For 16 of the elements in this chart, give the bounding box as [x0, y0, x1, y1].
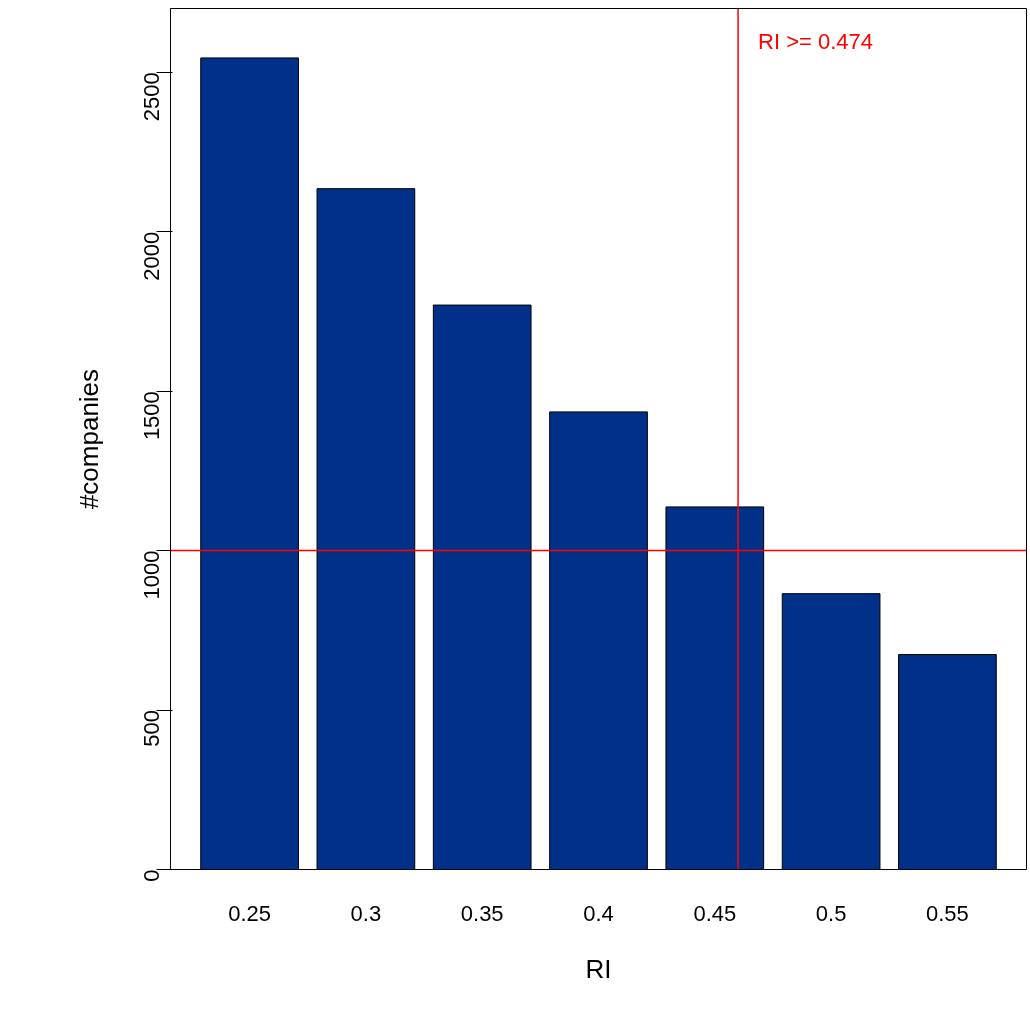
- x-tick-label: 0.55: [926, 900, 969, 926]
- y-tick-label: 2000: [139, 231, 164, 281]
- y-tick-label: 2500: [139, 72, 164, 122]
- x-axis-title: RI: [585, 953, 612, 984]
- x-tick-label: 0.5: [815, 900, 847, 926]
- x-tick-label: 0.45: [693, 900, 737, 926]
- y-tick-label: 500: [139, 710, 164, 747]
- y-tick-label: 1000: [139, 550, 164, 600]
- y-tick-label: 1500: [139, 391, 164, 441]
- annotation: RI >= 0.474: [758, 28, 874, 54]
- y-axis-title: #companies: [73, 368, 104, 510]
- x-tick-label: 0.25: [228, 900, 272, 926]
- x-tick-label: 0.35: [460, 900, 504, 926]
- y-tick-label: 0: [139, 869, 164, 882]
- x-tick-label: 0.3: [350, 900, 382, 926]
- x-tick-label: 0.4: [583, 900, 614, 926]
